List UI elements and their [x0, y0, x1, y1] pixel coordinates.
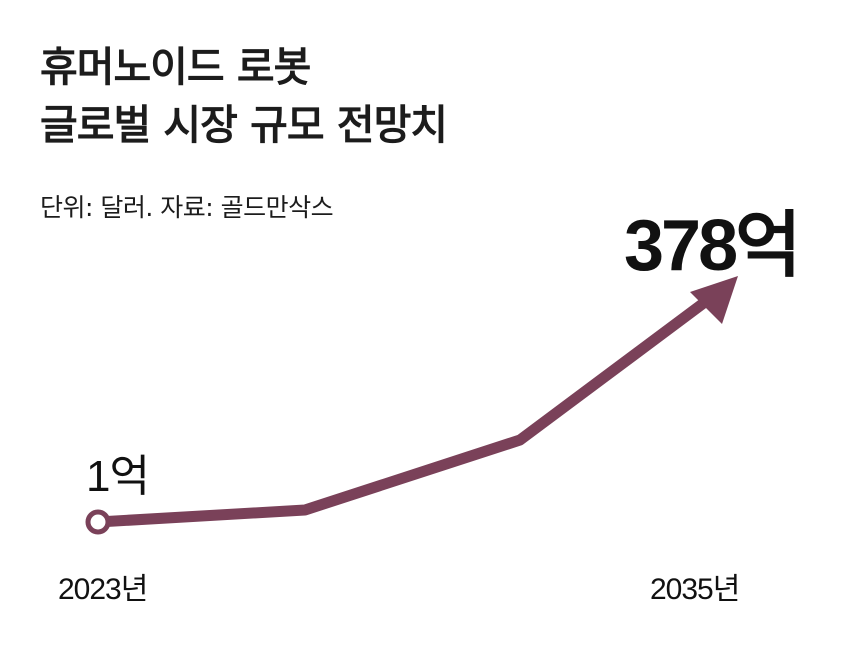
chart-title-line-2: 글로벌 시장 규모 전망치 — [40, 101, 448, 149]
start-point — [85, 509, 111, 535]
end-value-label: 378억 — [624, 206, 801, 286]
start-value-label: 1억 — [86, 452, 150, 501]
trend-line — [97, 297, 709, 528]
chart-subtitle: 단위: 달러. 자료: 골드만삭스 — [40, 193, 334, 222]
chart-title-line-1: 휴머노이드 로봇 — [40, 43, 311, 91]
x-tick-start: 2023년 — [58, 573, 148, 606]
chart-title: 휴머노이드 로봇 글로벌 시장 규모 전망치 — [40, 38, 448, 154]
x-tick-end: 2035년 — [650, 573, 740, 606]
arrow-head — [690, 276, 738, 324]
